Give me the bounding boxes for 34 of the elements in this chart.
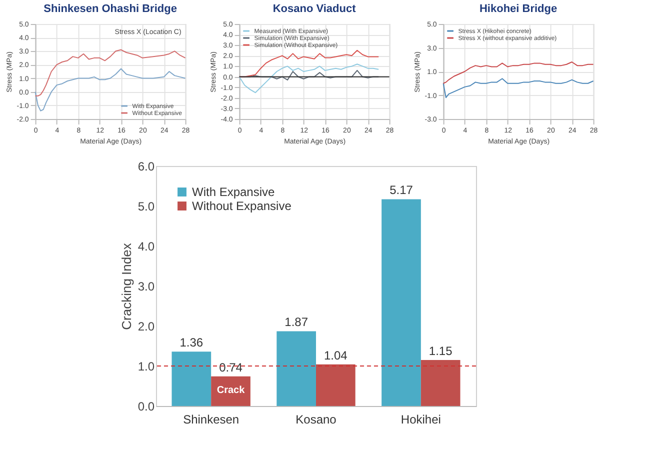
y-tick-label: 0.0 — [138, 400, 155, 414]
x-tick-label: Shinkesen — [183, 412, 240, 426]
y-tick-label: 5.0 — [138, 200, 155, 214]
data-label: 5.17 — [390, 183, 414, 198]
line-series — [34, 68, 186, 112]
line-series — [34, 49, 186, 96]
chart-title: Shinkesen Ohashi Bridge — [44, 3, 177, 15]
bar — [172, 352, 212, 406]
y-tick-label: 4.0 — [138, 240, 155, 254]
chart-title: Kosano Viaduct — [272, 3, 356, 15]
bar — [316, 364, 356, 406]
line-series — [442, 62, 594, 84]
legend-label: Without Expansive — [192, 199, 292, 213]
y-tick-label: 3.0 — [138, 280, 155, 294]
data-label: 1.36 — [180, 336, 204, 350]
bar — [382, 199, 421, 406]
legend-label: With Expansive — [192, 185, 276, 199]
data-label: 1.04 — [324, 348, 348, 362]
x-tick-label: Kosano — [296, 412, 337, 426]
data-label: 1.87 — [284, 315, 308, 330]
data-label: 1.15 — [428, 344, 453, 358]
y-tick-label: 1.0 — [138, 360, 155, 374]
line-series — [442, 78, 594, 98]
chart-title: Hikohei Bridge — [479, 3, 558, 15]
bar — [420, 360, 460, 406]
bar — [211, 376, 250, 406]
bar — [276, 331, 316, 406]
y-tick-label: 6.0 — [138, 160, 155, 174]
annotation: Crack — [216, 385, 246, 396]
data-label: 0.74 — [219, 360, 243, 374]
y-axis-title: Cracking Index — [118, 242, 134, 330]
line-series — [238, 64, 380, 94]
y-tick-label: 2.0 — [138, 320, 155, 334]
x-tick-label: Hokihei — [400, 412, 441, 426]
